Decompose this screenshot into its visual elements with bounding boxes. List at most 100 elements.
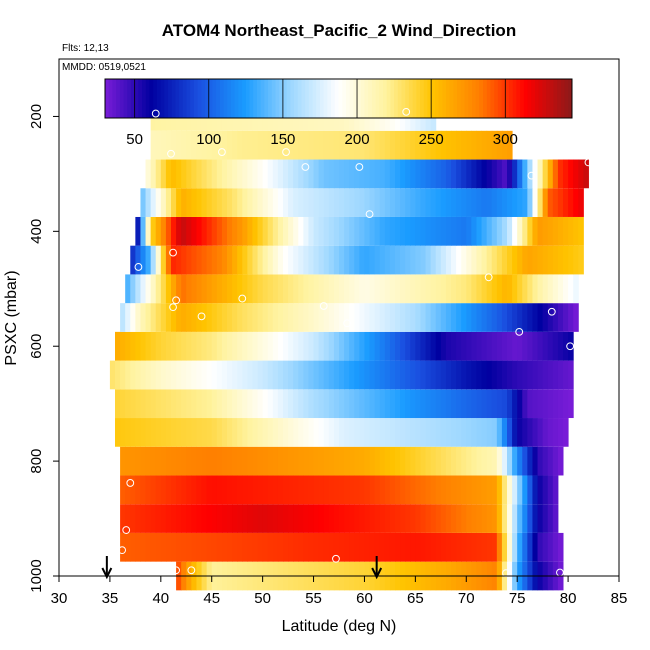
heatmap-cell	[395, 504, 401, 533]
heatmap-cell	[420, 532, 427, 562]
colorbar-segment	[105, 79, 110, 118]
heatmap-cell	[547, 532, 554, 562]
down-arrow	[371, 556, 383, 580]
heatmap-cell	[400, 274, 406, 304]
heatmap-cell	[176, 274, 182, 304]
heatmap-cell	[374, 389, 381, 419]
heatmap-cell	[135, 504, 141, 533]
heatmap-cell	[308, 245, 315, 275]
colorbar-segment	[334, 79, 339, 118]
heatmap-cell	[364, 274, 371, 304]
heatmap-cell	[359, 360, 365, 390]
heatmap-cell	[201, 504, 208, 533]
heatmap-cell	[527, 159, 533, 189]
heatmap-cell	[456, 159, 462, 189]
colorbar-segment	[268, 79, 273, 118]
heatmap-cell	[359, 130, 365, 160]
heatmap-cell	[507, 331, 513, 361]
heatmap-cell	[267, 418, 274, 447]
heatmap-cell	[318, 504, 325, 533]
heatmap-cell	[323, 360, 330, 390]
heatmap-cell	[461, 389, 467, 419]
colorbar-segment	[542, 79, 547, 118]
heatmap-cell	[507, 188, 513, 217]
heatmap-cell	[206, 303, 213, 332]
heatmap-cell	[196, 188, 203, 217]
heatmap-cell	[328, 303, 335, 332]
heatmap-cell	[145, 159, 152, 189]
heatmap-cell	[176, 360, 182, 390]
heatmap-cell	[283, 475, 289, 505]
colorbar-segment	[227, 79, 232, 118]
x-tick-label: 35	[102, 590, 119, 607]
heatmap-cell	[440, 303, 447, 332]
heatmap-cell	[435, 418, 442, 447]
heatmap-cell	[298, 446, 304, 476]
heatmap-cell	[430, 418, 437, 447]
heatmap-cell	[451, 303, 457, 332]
heatmap-cell	[491, 504, 498, 533]
colorbar-segment	[434, 79, 440, 118]
heatmap-cell	[451, 331, 457, 361]
heatmap-cell	[395, 446, 401, 476]
colorbar-segment	[479, 79, 484, 118]
heatmap-cell	[216, 245, 223, 275]
heatmap-cell	[537, 360, 544, 390]
heatmap-cell	[247, 389, 253, 419]
heatmap-cell	[333, 274, 340, 304]
heatmap-cell	[379, 274, 386, 304]
observation-circle	[197, 312, 206, 321]
colorbar-segment	[394, 79, 399, 118]
heatmap-cell	[547, 159, 554, 189]
heatmap-cell	[237, 389, 243, 419]
colorbar-segment	[475, 79, 480, 118]
heatmap-cell	[227, 303, 233, 332]
heatmap-cell	[522, 475, 528, 505]
heatmap-cell	[171, 360, 177, 390]
heatmap-cell	[425, 475, 432, 505]
heatmap-cell	[522, 389, 528, 419]
heatmap-cell	[125, 389, 131, 419]
heatmap-cell	[145, 360, 152, 390]
heatmap-cell	[272, 504, 279, 533]
heatmap-cell	[201, 331, 208, 361]
heatmap-cell	[349, 504, 355, 533]
heatmap-cell	[354, 389, 360, 419]
colorbar-segment	[238, 79, 243, 118]
heatmap-cell	[420, 360, 427, 390]
heatmap-cell	[405, 504, 411, 533]
heatmap-cell	[537, 532, 544, 562]
heatmap-cell	[267, 360, 274, 390]
heatmap-cell	[176, 130, 182, 160]
heatmap-cell	[288, 532, 294, 562]
heatmap-cell	[451, 245, 457, 275]
heatmap-cell	[532, 245, 539, 275]
colorbar-segment	[171, 79, 176, 118]
heatmap-cell	[227, 504, 233, 533]
heatmap-cell	[328, 446, 335, 476]
heatmap-cell	[221, 418, 228, 447]
heatmap-cell	[323, 331, 330, 361]
heatmap-cell	[216, 159, 223, 189]
heatmap-cell	[150, 188, 157, 217]
heatmap-cell	[288, 331, 294, 361]
heatmap-cell	[298, 245, 304, 275]
heatmap-cell	[496, 475, 503, 505]
heatmap-cell	[501, 418, 508, 447]
colorbar-segment	[327, 79, 332, 118]
heatmap-cell	[501, 159, 508, 189]
heatmap-cell	[547, 418, 554, 447]
heatmap-cell	[221, 159, 228, 189]
heatmap-cell	[512, 331, 518, 361]
heatmap-cell	[186, 245, 192, 275]
heatmap-cell	[303, 475, 309, 505]
heatmap-cell	[486, 245, 493, 275]
heatmap-cell	[181, 216, 187, 246]
heatmap-cell	[410, 360, 416, 390]
heatmap-cell	[568, 389, 574, 419]
heatmap-cell	[186, 274, 192, 304]
heatmap-cell	[527, 188, 533, 217]
colorbar-frame	[104, 78, 573, 119]
heatmap-cell	[466, 216, 472, 246]
x-tick-label: 75	[509, 590, 526, 607]
